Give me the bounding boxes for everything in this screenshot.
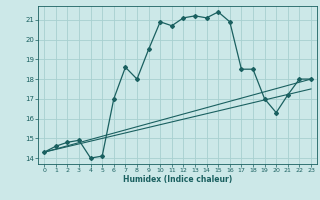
X-axis label: Humidex (Indice chaleur): Humidex (Indice chaleur) xyxy=(123,175,232,184)
